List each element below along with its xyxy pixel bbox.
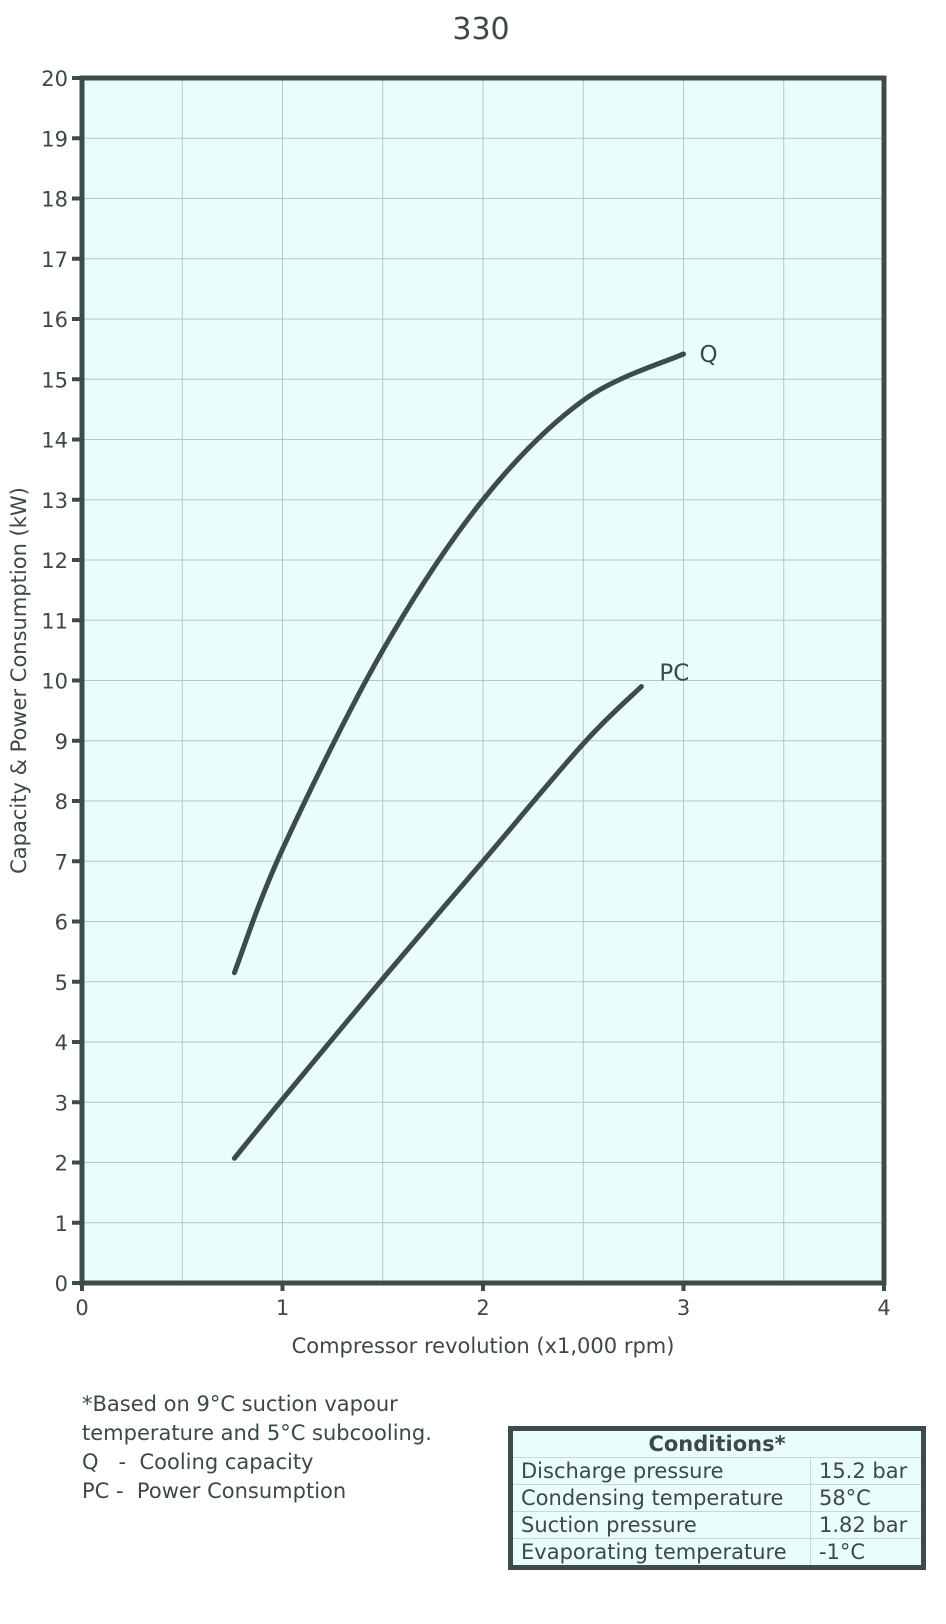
x-tick-label: 2 (476, 1296, 489, 1320)
y-tick-label: 12 (41, 549, 68, 573)
condition-label: Suction pressure (510, 1511, 811, 1539)
condition-label: Discharge pressure (510, 1457, 811, 1485)
table-row: Suction pressure 1.82 bar (510, 1511, 925, 1539)
y-tick-label: 5 (55, 971, 68, 995)
note-line: Q - Cooling capacity (82, 1450, 314, 1474)
y-tick-label: 20 (41, 67, 68, 91)
condition-label: Condensing temperature (510, 1484, 811, 1512)
condition-value: -1°C (809, 1538, 925, 1568)
note-line: *Based on 9°C suction vapour (82, 1392, 398, 1416)
y-tick-label: 19 (41, 127, 68, 151)
y-tick-label: 0 (55, 1272, 68, 1296)
y-tick-label: 13 (41, 489, 68, 513)
condition-value: 1.82 bar (809, 1511, 925, 1539)
y-tick-label: 17 (41, 248, 68, 272)
y-tick-label: 1 (55, 1212, 68, 1236)
series-line-q (231, 351, 686, 976)
y-tick-label: 8 (55, 790, 68, 814)
note-line: PC - Power Consumption (82, 1479, 347, 1503)
table-row: Condensing temperature 58°C (510, 1484, 925, 1512)
y-tick-label: 9 (55, 730, 68, 754)
y-tick-label: 6 (55, 911, 68, 935)
table-row: Discharge pressure 15.2 bar (510, 1457, 925, 1485)
y-tick-label: 18 (41, 188, 68, 212)
y-tick-label: 4 (55, 1031, 68, 1055)
footnote: *Based on 9°C suction vapour temperature… (82, 1390, 432, 1506)
series-label-q: Q (700, 342, 718, 368)
x-tick-label: 0 (75, 1296, 88, 1320)
y-tick-label: 11 (41, 609, 68, 633)
y-tick-label: 3 (55, 1091, 68, 1115)
chart-title: 330 (452, 12, 510, 47)
y-tick-label: 16 (41, 308, 68, 332)
y-tick-label: 10 (41, 670, 68, 694)
series-line-pc (231, 684, 644, 1161)
x-axis-label: Compressor revolution (x1,000 rpm) (292, 1334, 675, 1358)
x-tick-label: 1 (276, 1296, 289, 1320)
conditions-table: Conditions* Discharge pressure 15.2 bar C… (508, 1426, 926, 1570)
y-tick-label: 2 (55, 1152, 68, 1176)
y-axis-label: Capacity & Power Consumption (kW) (7, 487, 31, 874)
x-tick-label: 3 (677, 1296, 690, 1320)
condition-value: 15.2 bar (809, 1457, 925, 1485)
condition-value: 58°C (809, 1484, 925, 1512)
y-tick-label: 14 (41, 429, 68, 453)
condition-label: Evaporating temperature (510, 1538, 811, 1568)
x-tick-label: 4 (877, 1296, 890, 1320)
conditions-title: Conditions* (510, 1428, 924, 1458)
y-tick-label: 15 (41, 368, 68, 392)
y-tick-label: 7 (55, 850, 68, 874)
series-label-pc: PC (659, 661, 689, 687)
note-line: temperature and 5°C subcooling. (82, 1421, 432, 1445)
table-row: Evaporating temperature -1°C (510, 1538, 925, 1568)
